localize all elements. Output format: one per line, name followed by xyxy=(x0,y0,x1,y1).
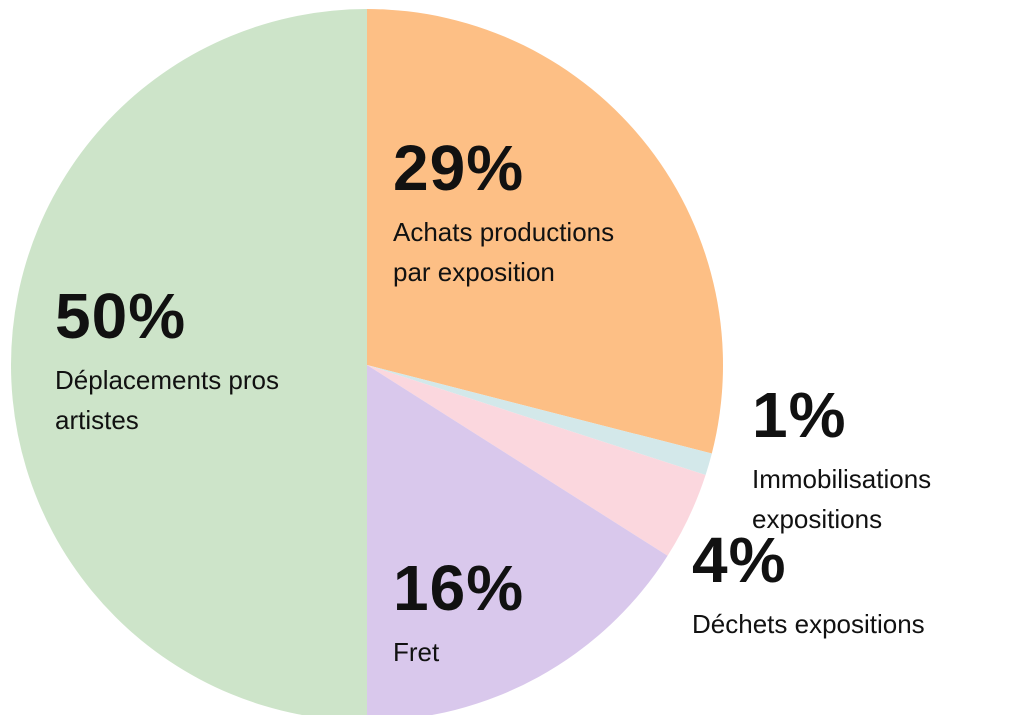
pie-slice xyxy=(367,365,706,556)
slice-label: 16% Fret xyxy=(393,556,633,672)
pie-slice xyxy=(367,365,712,476)
category-label: Achats productions par exposition xyxy=(393,217,615,287)
category-label: Déchets expositions xyxy=(692,609,925,639)
category-label: Fret xyxy=(393,637,440,667)
value-label: 4% xyxy=(692,524,787,596)
pie-slice xyxy=(367,9,724,454)
pie-slice xyxy=(367,365,668,715)
slice-label: 1% Immobilisations expositions xyxy=(752,383,1002,539)
value-label: 50% xyxy=(55,280,187,352)
value-label: 29% xyxy=(393,132,525,204)
category-label: Déplacements pros artistes xyxy=(55,365,279,435)
slice-label: 4% Déchets expositions xyxy=(692,528,1017,644)
slice-label: 29% Achats productions par exposition xyxy=(393,136,633,292)
pie-slice xyxy=(11,9,367,715)
slice-label: 50% Déplacements pros artistes xyxy=(55,284,305,440)
category-label: Immobilisations expositions xyxy=(752,464,932,534)
value-label: 1% xyxy=(752,379,847,451)
value-label: 16% xyxy=(393,552,525,624)
